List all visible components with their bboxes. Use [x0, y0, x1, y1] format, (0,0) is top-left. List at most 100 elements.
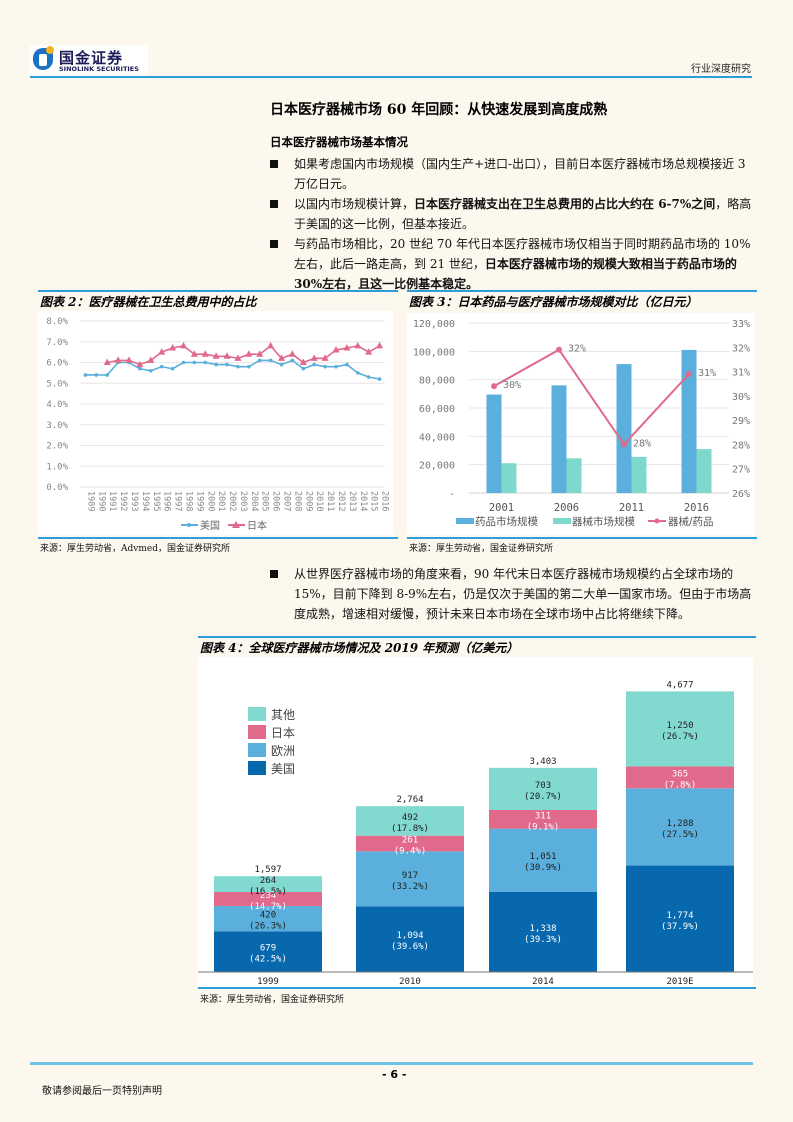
bullet-square-icon: [270, 200, 278, 208]
figure2-top-rule: [38, 290, 398, 292]
svg-text:5.0%: 5.0%: [46, 379, 68, 389]
svg-text:1994: 1994: [140, 491, 150, 511]
svg-text:(26.7%): (26.7%): [661, 732, 699, 742]
svg-text:(33.2%): (33.2%): [391, 882, 429, 892]
svg-text:2003: 2003: [238, 491, 248, 511]
svg-text:2013: 2013: [347, 491, 357, 511]
svg-text:1995: 1995: [151, 491, 161, 511]
svg-text:1999: 1999: [194, 491, 204, 511]
bullet-item: 从世界医疗器械市场的角度来看，90 年代末日本医疗器械市场规模约占全球市场的 1…: [270, 564, 758, 624]
svg-text:(9.4%): (9.4%): [394, 847, 427, 857]
svg-text:2004: 2004: [249, 491, 259, 511]
svg-text:1,250: 1,250: [666, 721, 693, 731]
svg-text:2002: 2002: [227, 491, 237, 511]
bullet-text: 从世界医疗器械市场的角度来看，90 年代末日本医疗器械市场规模约占全球市场的 1…: [294, 567, 752, 621]
bullet-emphasis: 日本医疗器械市场的规模大致相当于药品市场的 30%左右，且这一比例基本稳定。: [294, 257, 737, 291]
svg-text:28%: 28%: [732, 440, 750, 451]
figure4-chart: 其他 日本 欧洲 美国 679 (42.5%) 420 (26.3%) 234 (14.7%) 2…: [198, 657, 753, 987]
svg-text:2009: 2009: [303, 491, 313, 511]
svg-text:33%: 33%: [732, 319, 750, 330]
figure4-source: 来源：厚生劳动省，国金证券研究所: [200, 995, 345, 1005]
svg-text:30%: 30%: [732, 392, 750, 403]
svg-text:美国: 美国: [271, 762, 295, 776]
section-subtitle: 日本医疗器械市场基本情况: [270, 135, 408, 149]
svg-text:(16.5%): (16.5%): [249, 887, 287, 897]
figure2-source: 来源：厚生劳动省，Advmed，国金证券研究所: [40, 544, 230, 554]
bullet-item: 如果考虑国内市场规模（国内生产+进口-出口），目前日本医疗器械市场总规模接近 3…: [270, 154, 758, 194]
svg-text:2006: 2006: [554, 502, 579, 514]
bullet-square-icon: [270, 570, 278, 578]
svg-text:31%: 31%: [732, 368, 750, 379]
figure2-title: 图表 2：医疗器械在卫生总费用中的占比: [40, 295, 257, 309]
svg-text:药品市场规模: 药品市场规模: [475, 515, 538, 528]
svg-text:2000: 2000: [205, 491, 215, 511]
bullet-square-icon: [270, 240, 278, 248]
svg-text:234: 234: [260, 891, 276, 901]
svg-text:0.0%: 0.0%: [46, 483, 68, 493]
svg-text:2015: 2015: [369, 491, 379, 511]
svg-text:2001: 2001: [216, 491, 226, 511]
svg-text:(30.9%): (30.9%): [524, 863, 562, 873]
svg-text:日本: 日本: [247, 519, 267, 532]
chart-legend: 美国 日本: [181, 519, 267, 532]
svg-text:日本: 日本: [271, 726, 295, 740]
bullet-text: 如果考虑国内市场规模（国内生产+进口-出口），目前日本医疗器械市场总规模接近 3…: [294, 157, 746, 191]
svg-text:4.0%: 4.0%: [46, 400, 68, 410]
figure2-bottom-rule: [38, 537, 398, 539]
svg-text:2.0%: 2.0%: [46, 442, 68, 452]
svg-text:(7.8%): (7.8%): [664, 780, 697, 790]
figure3-chart: -20,000 40,000 60,000 80,000 100,000 120,000 …: [407, 313, 755, 535]
svg-text:492: 492: [402, 813, 418, 823]
svg-text:(9.1%): (9.1%): [527, 822, 560, 832]
svg-text:2016: 2016: [380, 491, 390, 511]
footer-divider: [30, 1062, 753, 1065]
svg-text:(39.3%): (39.3%): [524, 935, 562, 945]
svg-text:27%: 27%: [732, 465, 750, 476]
svg-text:6.0%: 6.0%: [46, 359, 68, 369]
svg-text:2012: 2012: [336, 491, 346, 511]
svg-text:8.0%: 8.0%: [46, 317, 68, 327]
figure2-chart: 0.0% 1.0% 2.0% 3.0% 4.0% 5.0% 6.0% 7.0% 8.0% 198…: [38, 311, 393, 535]
svg-text:1990: 1990: [96, 491, 106, 511]
svg-text:264: 264: [260, 876, 276, 886]
bullet-item: 与药品市场相比，20 世纪 70 年代日本医疗器械市场仅相当于同时期药品市场的 …: [270, 234, 758, 294]
svg-text:32%: 32%: [732, 343, 750, 354]
svg-text:1989: 1989: [85, 491, 95, 511]
bullet-item: 以国内市场规模计算，日本医疗器械支出在卫生总费用的占比大约在 6-7%之间，略高…: [270, 194, 758, 234]
svg-text:60,000: 60,000: [419, 404, 455, 415]
svg-text:(37.9%): (37.9%): [661, 922, 699, 932]
svg-text:1998: 1998: [183, 491, 193, 511]
chart-legend: 药品市场规模 器械市场规模 器械/药品: [456, 515, 714, 528]
svg-text:679: 679: [260, 944, 276, 954]
svg-text:1991: 1991: [107, 491, 117, 511]
svg-text:1.0%: 1.0%: [46, 462, 68, 472]
svg-text:20,000: 20,000: [419, 461, 455, 472]
svg-text:美国: 美国: [200, 519, 220, 532]
svg-text:2019E: 2019E: [666, 977, 693, 987]
logo-name-en: SINOLINK SECURITIES: [59, 65, 139, 73]
figure4-bottom-rule: [198, 987, 756, 989]
svg-text:(14.7%): (14.7%): [249, 902, 287, 912]
svg-text:2008: 2008: [292, 491, 302, 511]
svg-text:100,000: 100,000: [413, 347, 455, 358]
svg-text:30%: 30%: [503, 380, 521, 391]
svg-text:其他: 其他: [271, 708, 295, 722]
svg-text:40,000: 40,000: [419, 432, 455, 443]
svg-text:器械市场规模: 器械市场规模: [572, 515, 635, 528]
svg-text:2010: 2010: [399, 977, 421, 987]
svg-text:(27.5%): (27.5%): [661, 830, 699, 840]
svg-text:3.0%: 3.0%: [46, 421, 68, 431]
svg-text:2011: 2011: [619, 502, 644, 514]
svg-text:2006: 2006: [271, 491, 281, 511]
svg-text:(26.3%): (26.3%): [249, 922, 287, 932]
figure3-title: 图表 3：日本药品与医疗器械市场规模对比（亿日元）: [409, 295, 698, 309]
svg-text:3,403: 3,403: [529, 757, 556, 767]
svg-text:80,000: 80,000: [419, 376, 455, 387]
svg-text:1,094: 1,094: [396, 931, 423, 941]
svg-text:32%: 32%: [568, 344, 586, 355]
svg-text:703: 703: [535, 781, 551, 791]
svg-text:1,051: 1,051: [529, 852, 556, 862]
svg-text:2005: 2005: [260, 491, 270, 511]
svg-text:4,677: 4,677: [666, 680, 693, 690]
